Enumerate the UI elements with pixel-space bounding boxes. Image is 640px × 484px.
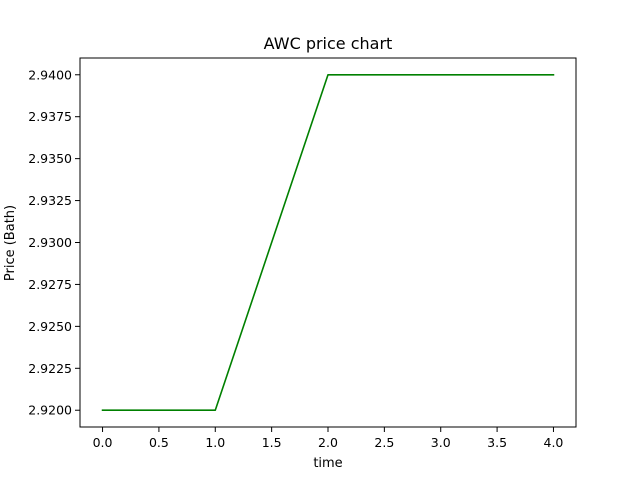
- y-tick-label: 2.9350: [28, 151, 72, 166]
- y-tick-label: 2.9275: [28, 277, 72, 292]
- x-axis-label: time: [313, 456, 342, 471]
- chart-title: AWC price chart: [264, 34, 393, 53]
- y-tick-label: 2.9375: [28, 109, 72, 124]
- x-tick-label: 3.5: [487, 435, 507, 450]
- y-tick-label: 2.9400: [28, 67, 72, 82]
- x-tick-label: 1.0: [205, 435, 225, 450]
- y-axis-label: Price (Bath): [3, 205, 18, 281]
- y-tick-label: 2.9225: [28, 361, 72, 376]
- plot-area: 0.0 0.5 1.0 1.5 2.0 2.5 3.0 3.5 4.0 2.9200 2.9225 2…: [28, 57, 577, 450]
- x-tick-label: 0.0: [93, 435, 113, 450]
- x-tick-label: 4.0: [544, 435, 564, 450]
- series-line: [101, 73, 555, 412]
- y-tick-label: 2.9250: [28, 319, 72, 334]
- x-tick-label: 2.5: [374, 435, 394, 450]
- y-tick-label: 2.9300: [28, 235, 72, 250]
- x-tick-label: 2.0: [318, 435, 338, 450]
- x-tick-label: 0.5: [149, 435, 169, 450]
- x-tick-label: 1.5: [262, 435, 282, 450]
- y-tick-label: 2.9325: [28, 193, 72, 208]
- plot-frame: [79, 57, 577, 428]
- x-tick-label: 3.0: [431, 435, 451, 450]
- y-tick-label: 2.9200: [28, 403, 72, 418]
